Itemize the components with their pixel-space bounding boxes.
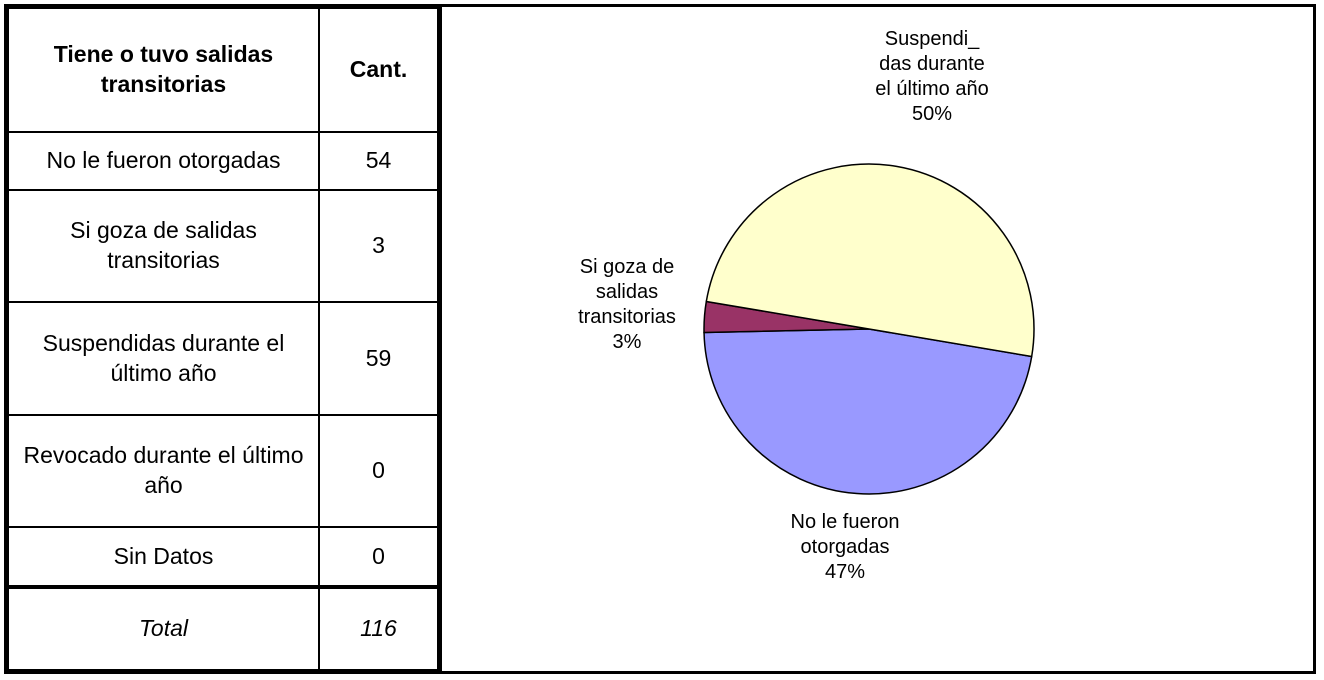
data-table: Tiene o tuvo salidas transitorias Cant. … — [7, 7, 439, 671]
slice-value-label: 47% — [824, 561, 866, 583]
cell: 59 — [318, 301, 439, 416]
total-row: Total 116 — [7, 585, 439, 671]
slice-value-label: 3% — [612, 331, 642, 353]
row: Si goza de salidas transitorias 3 — [7, 188, 439, 304]
slice-value-label: 50% — [911, 103, 953, 125]
chart — [703, 163, 1035, 495]
pie-slice — [705, 163, 1035, 358]
cell: Si goza de salidas transitorias — [7, 188, 320, 304]
header-cell: Tiene o tuvo salidas transitorias — [7, 7, 320, 133]
cell: Suspendidas durante el último año — [7, 301, 320, 416]
cell: 0 — [318, 413, 439, 529]
slice-label: No le fueron otorgadas — [790, 511, 900, 558]
pie-slice — [703, 328, 1033, 495]
slice-label: Si goza de salidas transitorias — [578, 256, 676, 328]
cell: 3 — [318, 188, 439, 304]
cell: 116 — [318, 585, 439, 671]
row: Suspendidas durante el último año 59 — [7, 301, 439, 416]
cell: No le fueron otorgadas — [7, 131, 320, 191]
cell: 54 — [318, 131, 439, 191]
cell: 0 — [318, 526, 439, 588]
row: No le fueron otorgadas 54 — [7, 131, 439, 191]
cell: Sin Datos — [7, 526, 320, 588]
slice-label: Suspendi_ das durante el último año — [875, 28, 989, 100]
row: Sin Datos 0 — [7, 526, 439, 588]
chart-panel: No le fueron otorgadas 47% Si goza de sali… — [439, 7, 1316, 671]
cell: Revocado durante el último año — [7, 413, 320, 529]
row: Revocado durante el último año 0 — [7, 413, 439, 529]
header-row: Tiene o tuvo salidas transitorias Cant. — [7, 7, 439, 133]
page: Tiene o tuvo salidas transitorias Cant. … — [4, 4, 1316, 674]
header-cell: Cant. — [318, 7, 439, 133]
cell: Total — [7, 585, 320, 671]
